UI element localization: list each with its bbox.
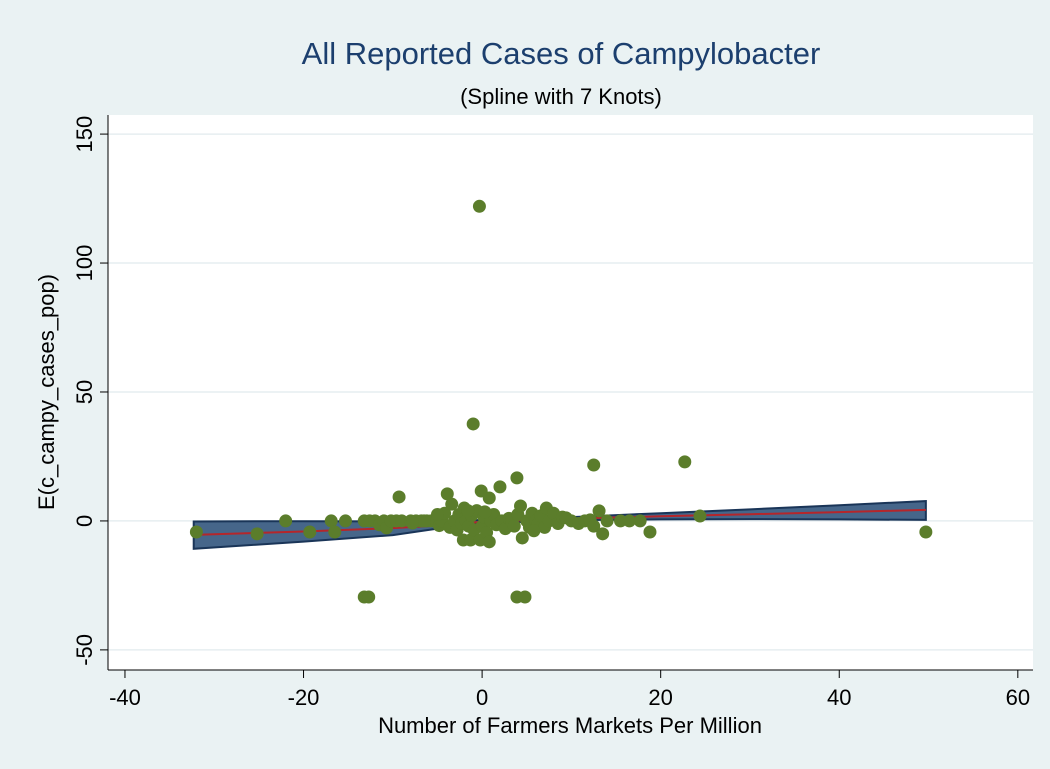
data-point — [678, 455, 692, 469]
data-point — [445, 497, 459, 511]
data-point — [464, 533, 477, 547]
data-point — [405, 516, 419, 530]
data-point — [614, 514, 627, 528]
data-point — [328, 525, 342, 539]
data-point — [587, 519, 601, 533]
data-point — [507, 519, 521, 533]
data-point — [510, 471, 524, 485]
data-point — [279, 514, 293, 528]
data-point — [339, 514, 352, 528]
data-point — [472, 199, 486, 213]
data-point — [395, 514, 409, 528]
data-point — [514, 499, 527, 513]
data-point — [324, 514, 338, 528]
y-tick-label: 0 — [72, 515, 97, 527]
y-tick-label: 50 — [72, 380, 97, 404]
data-point — [440, 487, 454, 501]
data-point — [527, 524, 541, 538]
data-point — [600, 514, 614, 528]
x-tick-label: 40 — [827, 685, 851, 710]
data-point — [478, 505, 492, 519]
data-point — [461, 504, 475, 518]
data-point — [417, 514, 431, 528]
data-point — [518, 590, 532, 604]
data-point — [482, 491, 496, 505]
data-point — [919, 525, 933, 539]
data-point — [482, 535, 496, 549]
data-point — [596, 527, 610, 541]
y-axis-label: E(c_campy_cases_pop) — [34, 274, 59, 510]
data-point — [250, 527, 264, 541]
data-point — [303, 525, 317, 539]
data-point — [493, 480, 507, 494]
chart-title: All Reported Cases of Campylobacter — [302, 36, 821, 71]
data-point — [515, 531, 529, 545]
x-tick-label: 60 — [1006, 685, 1030, 710]
y-tick-label: 150 — [72, 116, 97, 153]
data-point — [592, 504, 606, 518]
data-point — [466, 417, 480, 431]
x-tick-label: 0 — [476, 685, 488, 710]
data-point — [430, 507, 444, 521]
data-point — [622, 514, 636, 528]
data-point — [643, 525, 657, 539]
data-point — [362, 590, 376, 604]
x-tick-label: 20 — [648, 685, 672, 710]
x-tick-label: -20 — [288, 685, 320, 710]
y-tick-label: -50 — [72, 634, 97, 666]
data-point — [693, 509, 707, 523]
x-tick-label: -40 — [109, 685, 141, 710]
data-point — [633, 514, 647, 528]
data-point — [189, 525, 203, 539]
chart-subtitle: (Spline with 7 Knots) — [460, 84, 662, 109]
data-point — [392, 490, 406, 504]
data-point — [587, 458, 601, 472]
x-axis-label: Number of Farmers Markets Per Million — [378, 713, 762, 738]
y-tick-label: 100 — [72, 245, 97, 282]
